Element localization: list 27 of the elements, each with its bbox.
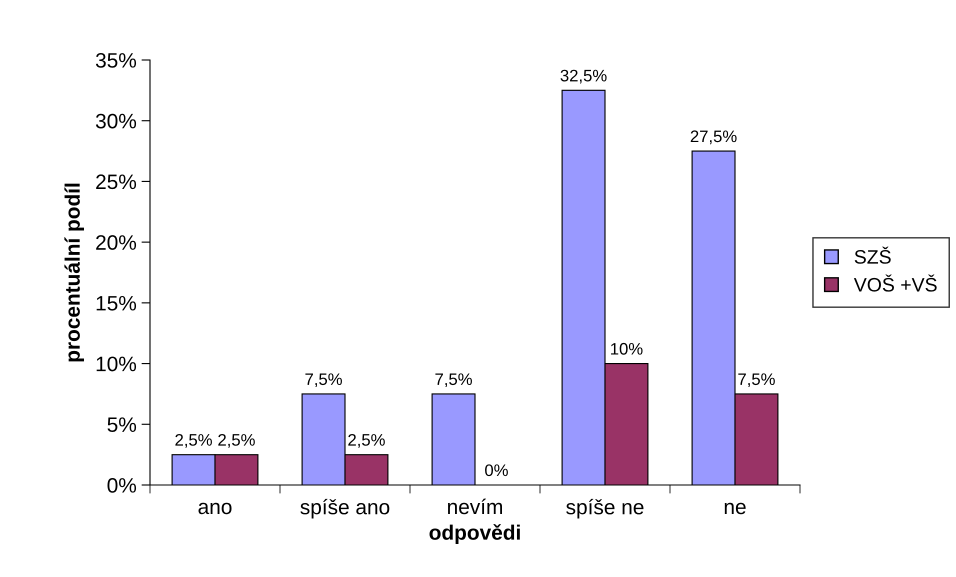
x-tick-label: nevím xyxy=(448,498,502,514)
y-tick-label: 10% xyxy=(96,356,136,372)
data-label: 32,5% xyxy=(560,70,607,84)
y-tick-label: 35% xyxy=(96,53,136,68)
legend-label: VOŠ +VŠ xyxy=(854,274,937,292)
x-axis-title: odpovědi xyxy=(430,524,520,544)
data-label: 7,5% xyxy=(738,373,775,388)
data-label: 7,5% xyxy=(435,373,472,388)
y-tick-label: 25% xyxy=(96,174,136,190)
y-tick-label: 15% xyxy=(96,296,136,311)
legend-label: SZŠ xyxy=(854,246,891,264)
y-tick-label: 30% xyxy=(96,114,136,128)
x-tick-label: ne xyxy=(724,502,746,514)
x-tick-label: spíše ne xyxy=(566,498,644,519)
y-axis-title: procentuální podíl xyxy=(64,184,84,362)
data-label: 2,5% xyxy=(348,434,385,448)
y-tick-label: 0% xyxy=(108,478,136,493)
x-tick-label: spíše ano xyxy=(300,498,390,519)
x-tick-label: ano xyxy=(198,502,232,514)
data-label: 2,5% xyxy=(218,434,255,448)
data-label: 7,5% xyxy=(305,373,342,388)
y-tick-label: 20% xyxy=(96,235,136,250)
y-tick-label: 5% xyxy=(108,417,136,432)
data-label: 0% xyxy=(485,464,508,476)
data-label: 27,5% xyxy=(690,130,737,144)
data-label: 2,5% xyxy=(175,434,212,448)
data-label: 10% xyxy=(611,342,643,355)
